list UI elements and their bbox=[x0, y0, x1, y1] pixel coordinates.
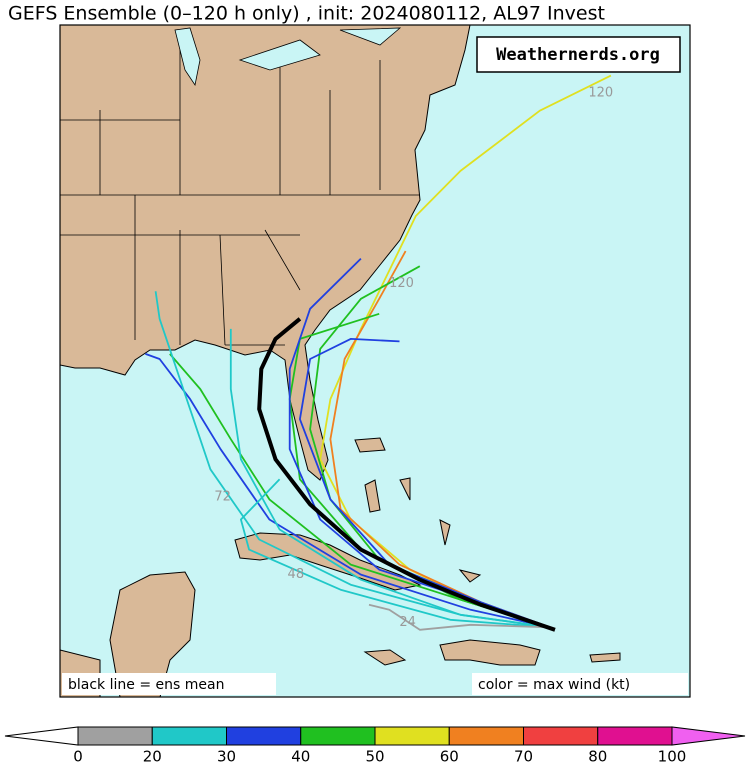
legend-box bbox=[472, 673, 688, 695]
hour-label: 120 bbox=[588, 86, 613, 101]
member-track bbox=[145, 353, 551, 629]
colorbar: 0 20 30 40 50 60 70 80 100 bbox=[4, 726, 746, 766]
colorbar-label: 40 bbox=[291, 748, 310, 766]
colorbar-segment bbox=[374, 726, 450, 746]
colorbar-segment bbox=[448, 726, 524, 746]
colorbar-segment bbox=[226, 726, 302, 746]
frame bbox=[59, 24, 691, 698]
member-track bbox=[229, 328, 551, 629]
colorbar-label: 50 bbox=[365, 748, 384, 766]
colorbar-segment bbox=[77, 726, 153, 746]
land-yucatan bbox=[60, 571, 196, 697]
hour-label: 24 bbox=[399, 615, 416, 630]
member-track bbox=[299, 338, 551, 629]
hour-label: 120 bbox=[389, 276, 414, 291]
member-track bbox=[368, 603, 551, 631]
member-track bbox=[154, 291, 551, 629]
colorbar-label: 80 bbox=[588, 748, 607, 766]
colorbar-label: 30 bbox=[217, 748, 236, 766]
colorbar-segment bbox=[151, 726, 227, 746]
tracks: 120 120 24 48 72 bbox=[145, 74, 613, 632]
land-cuba bbox=[234, 532, 422, 591]
land-hispaniola bbox=[439, 639, 541, 666]
mean-track bbox=[257, 317, 556, 632]
legend-color: color = max wind (kt) bbox=[478, 677, 630, 693]
colorbar-label: 100 bbox=[658, 748, 687, 766]
colorbar-label: 70 bbox=[514, 748, 533, 766]
land-bahamas bbox=[354, 437, 482, 583]
member-track bbox=[169, 353, 551, 629]
state-borders bbox=[60, 40, 420, 346]
land-us bbox=[60, 25, 471, 481]
member-track bbox=[240, 478, 551, 629]
legend-mean: black line = ens mean bbox=[68, 677, 224, 693]
great-lakes bbox=[174, 27, 402, 87]
colorbar-segment bbox=[300, 726, 376, 746]
colorbar-under bbox=[4, 726, 79, 746]
colorbar-segment bbox=[523, 726, 599, 746]
colorbar-label: 60 bbox=[440, 748, 459, 766]
watermark-box bbox=[476, 36, 681, 73]
colorbar-label: 20 bbox=[143, 748, 162, 766]
land-puerto-rico bbox=[589, 652, 621, 663]
colorbar-segment bbox=[597, 726, 673, 746]
watermark: Weathernerds.org bbox=[496, 45, 660, 65]
land-jamaica bbox=[363, 649, 407, 666]
colorbar-label: 0 bbox=[73, 748, 83, 766]
colorbar-over bbox=[671, 726, 746, 746]
hour-label: 72 bbox=[214, 489, 231, 504]
map-body: 120 120 24 48 72 bbox=[60, 25, 621, 697]
title: GEFS Ensemble (0–120 h only) , init: 202… bbox=[8, 3, 605, 25]
legend-box bbox=[62, 673, 276, 695]
hour-label: 48 bbox=[288, 567, 305, 582]
